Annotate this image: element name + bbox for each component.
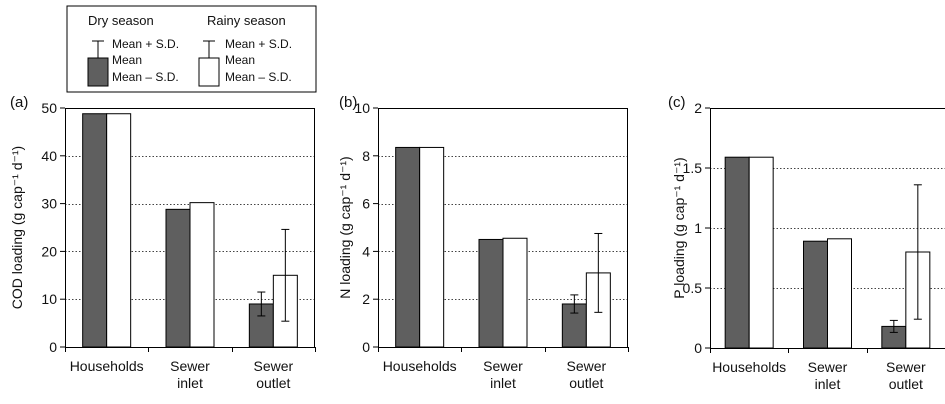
y-axis-title: P loading (g cap⁻¹ d⁻¹)	[671, 157, 687, 298]
y-tick-label: 0	[362, 339, 370, 355]
y-tick-label: 10	[41, 291, 57, 307]
legend-dry-swatch	[87, 57, 109, 87]
bar-dry-1	[395, 146, 421, 348]
category-label: Sewer	[253, 358, 293, 374]
bar-rainy-2	[189, 202, 215, 348]
category-label: Sewer	[566, 358, 606, 374]
category-label: outlet	[889, 376, 923, 392]
chart-panel-3: Households SewerinletSeweroutlet00.511.52…	[668, 94, 945, 392]
y-tick-label: 4	[362, 243, 370, 259]
legend-rainy-upper: Mean + S.D.	[225, 37, 292, 51]
panel-label: (a)	[10, 94, 28, 111]
legend-rainy-title: Rainy season	[207, 13, 286, 28]
category-label: Households	[70, 358, 144, 374]
y-tick-label: 50	[41, 100, 57, 116]
legend-rainy-mean: Mean	[225, 53, 255, 67]
bar-dry-2	[165, 208, 191, 348]
y-tick-label: 20	[41, 243, 57, 259]
legend-rainy-lower: Mean – S.D.	[225, 70, 292, 84]
bar-rainy-2	[827, 238, 852, 349]
legend-dry-mean: Mean	[112, 53, 142, 67]
bar-dry-1	[724, 156, 750, 349]
legend-dry-symbol	[87, 40, 109, 87]
legend-dry-title: Dry season	[88, 13, 154, 28]
chart-panels: Households SewerinletSeweroutlet010203040…	[9, 94, 945, 392]
bar-rainy-2	[502, 237, 528, 348]
panel-label: (c)	[668, 94, 686, 111]
bar-dry-1	[82, 113, 108, 348]
bar-rainy-1	[106, 113, 132, 348]
y-tick-label: 0	[49, 339, 57, 355]
category-label: Households	[383, 358, 457, 374]
category-label: Households	[712, 359, 786, 375]
y-tick-label: 0	[694, 340, 702, 356]
category-label: Sewer	[170, 358, 210, 374]
y-tick-label: 2	[362, 291, 370, 307]
legend: Dry season Rainy season Mean + S.D. Mean…	[66, 5, 317, 93]
category-label: outlet	[256, 375, 290, 391]
legend-rainy-swatch	[198, 57, 220, 87]
category-label: Sewer	[886, 359, 926, 375]
legend-dry-upper: Mean + S.D.	[112, 37, 179, 51]
y-tick-label: 0.5	[683, 280, 703, 296]
y-tick-label: 40	[41, 148, 57, 164]
category-label: inlet	[815, 376, 841, 392]
bar-rainy-1	[419, 146, 445, 348]
y-tick-label: 1	[694, 220, 702, 236]
y-tick-label: 1.5	[683, 160, 703, 176]
category-label: outlet	[569, 375, 603, 391]
y-tick-label: 30	[41, 196, 57, 212]
legend-dry-lower: Mean – S.D.	[112, 70, 179, 84]
chart-panel-1: Households SewerinletSeweroutlet010203040…	[9, 94, 316, 391]
panel-label: (b)	[339, 94, 357, 111]
bar-dry-2	[478, 238, 504, 348]
category-label: inlet	[490, 375, 516, 391]
y-axis-title: COD loading (g cap⁻¹ d⁻¹)	[9, 146, 25, 309]
category-label: Sewer	[483, 358, 523, 374]
category-label: Sewer	[808, 359, 848, 375]
y-axis-title: N loading (g cap⁻¹ d⁻¹)	[337, 156, 353, 298]
y-tick-label: 6	[362, 196, 370, 212]
legend-rainy-symbol	[198, 40, 220, 87]
y-tick-label: 10	[354, 100, 370, 116]
y-tick-label: 8	[362, 148, 370, 164]
bar-dry-2	[803, 240, 828, 349]
chart-panel-2: Households SewerinletSeweroutlet0246810(b…	[337, 94, 629, 391]
bar-rainy-1	[748, 156, 774, 349]
category-label: inlet	[177, 375, 203, 391]
y-tick-label: 2	[694, 100, 702, 116]
